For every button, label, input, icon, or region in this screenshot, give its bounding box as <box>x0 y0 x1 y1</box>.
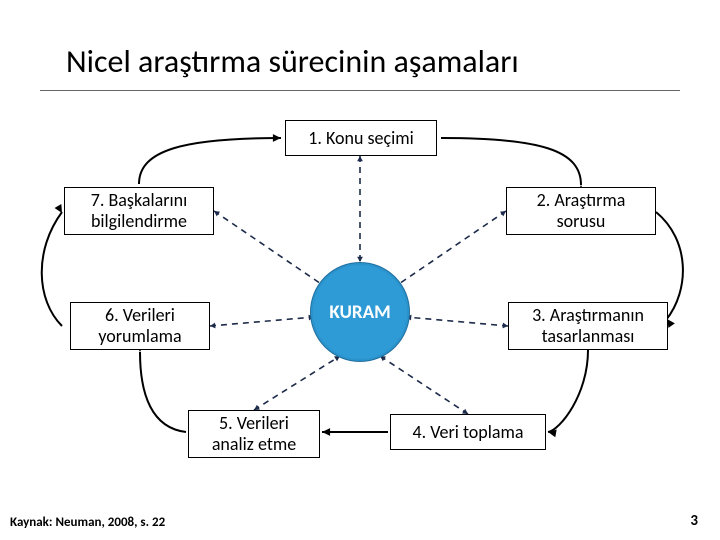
node-n4: 4. Veri toplama <box>390 414 546 450</box>
node-n6: 6. Verileriyorumlama <box>70 302 210 350</box>
node-n3: 3. Araştırmanıntasarlanması <box>508 302 668 350</box>
node-n1: 1. Konu seçimi <box>285 120 437 156</box>
node-n5: 5. Verilerianaliz etme <box>188 410 320 458</box>
title-rule <box>40 90 680 91</box>
center-node: KURAM <box>310 262 410 362</box>
page-title: Nicel araştırma sürecinin aşamaları <box>66 42 519 81</box>
source-citation: Kaynak: Neuman, 2008, s. 22 <box>10 515 165 530</box>
page-number: 3 <box>690 512 698 530</box>
node-n2: 2. Araştırmasorusu <box>506 187 656 235</box>
node-n7: 7. Başkalarınıbilgilendirme <box>64 187 214 235</box>
